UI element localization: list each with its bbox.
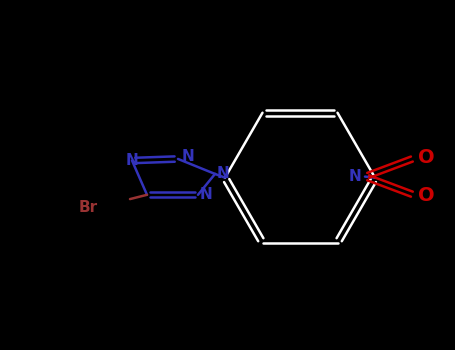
Text: N: N — [217, 167, 230, 181]
Text: N: N — [200, 187, 213, 202]
Text: N: N — [126, 153, 138, 168]
Text: Br: Br — [78, 199, 97, 215]
Text: N: N — [182, 149, 195, 164]
Text: O: O — [418, 148, 435, 167]
Text: O: O — [418, 186, 435, 205]
Text: N: N — [349, 169, 362, 184]
